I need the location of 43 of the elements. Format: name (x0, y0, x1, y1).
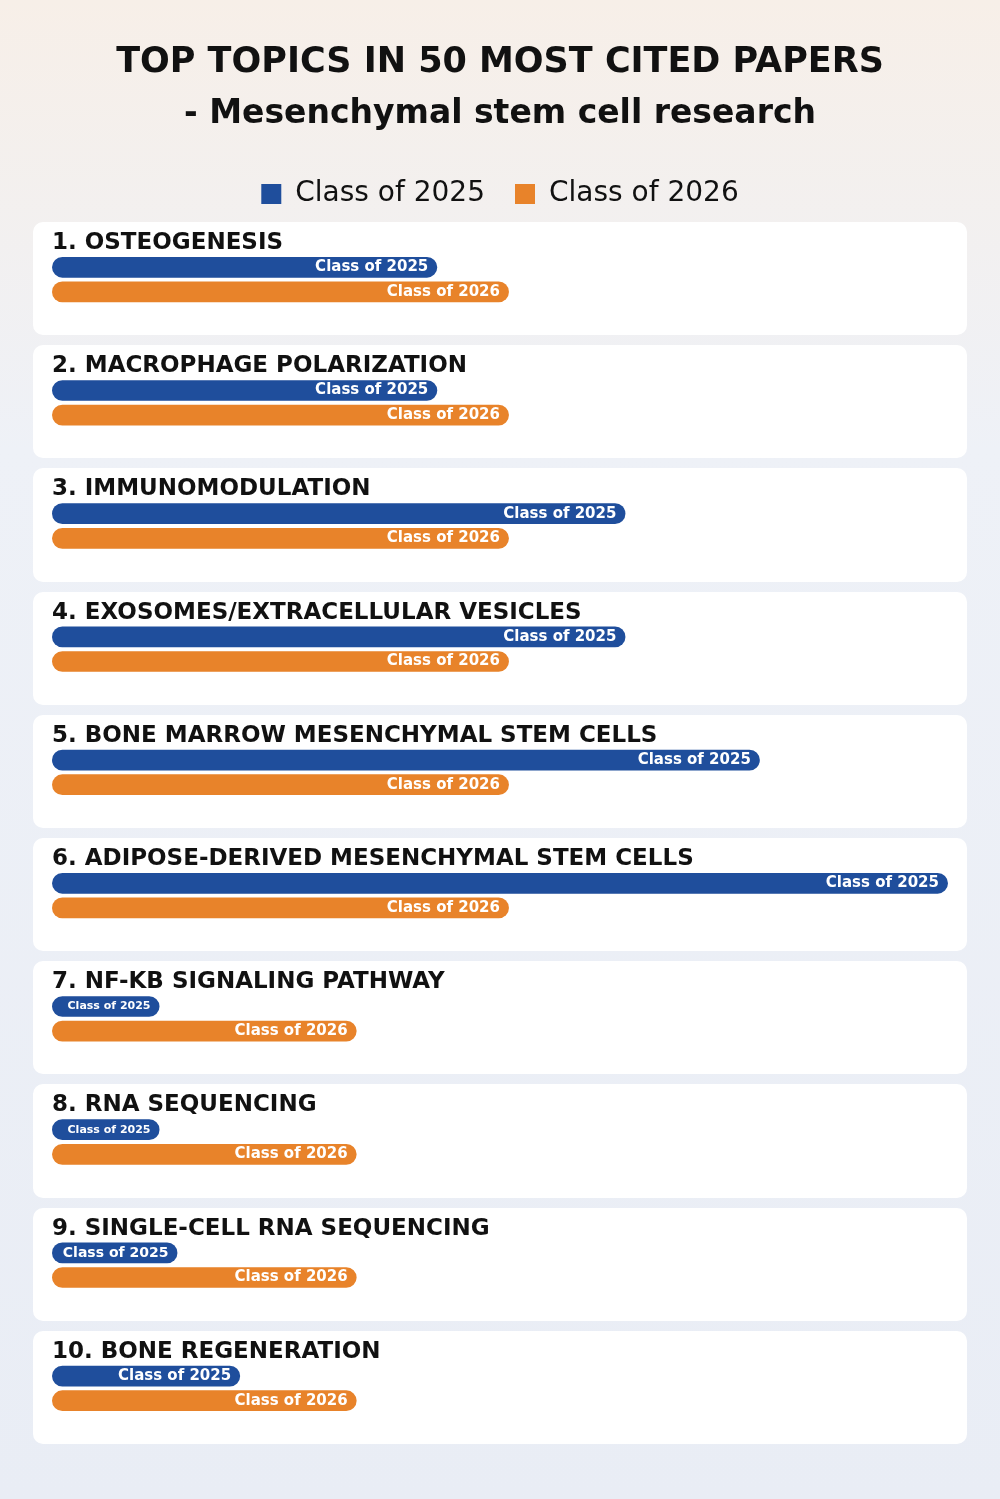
text: Class of 2026 (234, 1267, 348, 1286)
text: Class of 2025 (67, 1122, 151, 1136)
text: Class of 2026 (386, 281, 500, 300)
bar (52, 256, 438, 278)
text: Class of 2025 (67, 999, 151, 1013)
text: Class of 2026 (386, 774, 500, 793)
legend-label: Class of 2025 (295, 175, 486, 209)
y-tick-label: 7. NF-KB SIGNALING PATHWAY (52, 967, 445, 994)
legend-label: Class of 2026 (549, 175, 739, 209)
text: Class of 2025 (62, 1243, 169, 1260)
text: Class of 2025 (825, 873, 939, 892)
chart-title: TOP TOPICS IN 50 MOST CITED PAPERS (115, 39, 885, 80)
bar (52, 774, 509, 796)
text: Class of 2026 (386, 651, 500, 670)
text: Class of 2026 (386, 897, 500, 916)
bar (52, 749, 760, 771)
bar (52, 626, 626, 648)
chart-subtitle: - Mesenchymal stem cell research (183, 92, 817, 131)
bar (52, 380, 438, 401)
text: Class of 2026 (386, 405, 500, 424)
text: Class of 2026 (386, 528, 500, 547)
text: Class of 2025 (315, 380, 429, 399)
text: Class of 2026 (234, 1021, 348, 1040)
bar (52, 503, 626, 525)
y-tick-label: 4. EXOSOMES/EXTRACELLULAR VESICLES (52, 597, 582, 624)
bar (52, 651, 509, 672)
text: Class of 2025 (315, 257, 429, 276)
text: Class of 2025 (118, 1365, 232, 1384)
y-tick-label: 9. SINGLE-CELL RNA SEQUENCING (52, 1213, 490, 1240)
y-tick-label: 5. BONE MARROW MESENCHYMAL STEM CELLS (52, 720, 658, 747)
bar (52, 872, 948, 894)
y-tick-label: 2. MACROPHAGE POLARIZATION (52, 351, 467, 378)
y-tick-label: 6. ADIPOSE-DERIVED MESENCHYMAL STEM CELLS (52, 844, 694, 870)
y-tick-label: 10. BONE REGENERATION (52, 1336, 381, 1363)
bar (52, 527, 509, 549)
y-tick-label: 3. IMMUNOMODULATION (52, 474, 371, 501)
text: Class of 2026 (234, 1144, 348, 1163)
y-tick-label: 1. OSTEOGENESIS (52, 228, 284, 254)
text: Class of 2025 (503, 626, 617, 645)
y-tick-label: 8. RNA SEQUENCING (52, 1090, 317, 1117)
text: Class of 2026 (234, 1390, 348, 1409)
text: Class of 2025 (503, 503, 617, 522)
text: Class of 2025 (637, 749, 751, 768)
